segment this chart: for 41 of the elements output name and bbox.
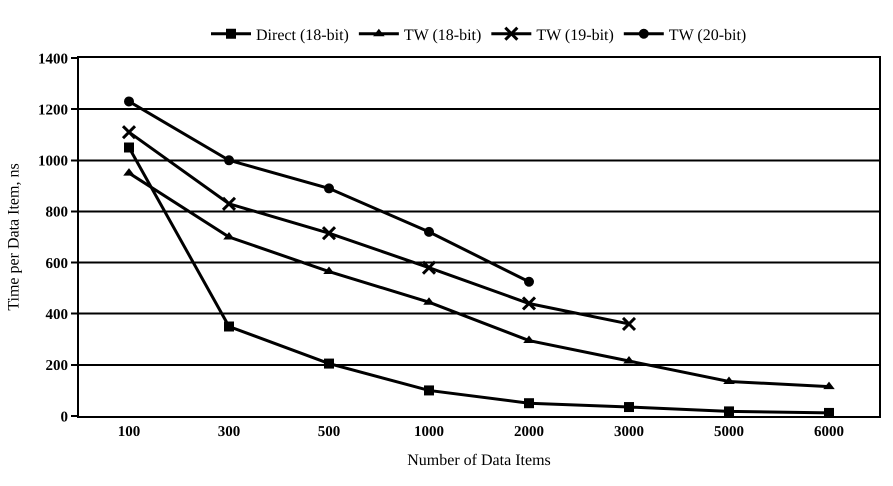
y-tick-label: 600 [46,256,68,272]
legend-label: Direct (18-bit) [256,26,349,44]
point [524,276,534,287]
x-tick-label: 300 [218,424,240,440]
x-tick-label: 500 [318,424,340,440]
legend-label: TW (18-bit) [404,26,482,44]
legend-label: TW (20-bit) [668,26,746,44]
point [724,406,734,416]
point [324,358,334,369]
point [222,196,236,212]
y-tick-label: 1200 [38,102,68,118]
x-axis-title: Number of Data Items [407,452,551,470]
y-axis-title: Time per Data Item, ns [5,163,22,311]
x-tick-label: 5000 [714,424,744,440]
point [224,322,234,332]
y-tick-label: 400 [46,306,68,323]
y-tick-label: 800 [46,204,68,221]
point [824,408,834,416]
x-tick-label: 100 [118,424,140,440]
point [622,316,636,332]
point [322,226,336,241]
x-tick-label: 3000 [614,424,644,440]
y-tick-label: 200 [46,358,68,374]
point [424,226,434,237]
point [124,96,134,106]
point [524,398,534,408]
point [124,142,134,152]
y-tick-label: 1000 [38,154,68,170]
point [424,385,434,396]
point [324,183,334,194]
x-tick-label: 2000 [514,424,544,440]
x-tick-label: 6000 [814,424,844,440]
point [122,124,136,140]
point [224,155,234,166]
point [422,260,436,276]
point [522,296,536,311]
x-tick-label: 1000 [414,424,444,440]
y-tick-label: 1400 [38,51,68,68]
legend-label: TW (19-bit) [536,26,614,44]
point [624,402,634,412]
y-tick-label: 0 [60,409,68,426]
